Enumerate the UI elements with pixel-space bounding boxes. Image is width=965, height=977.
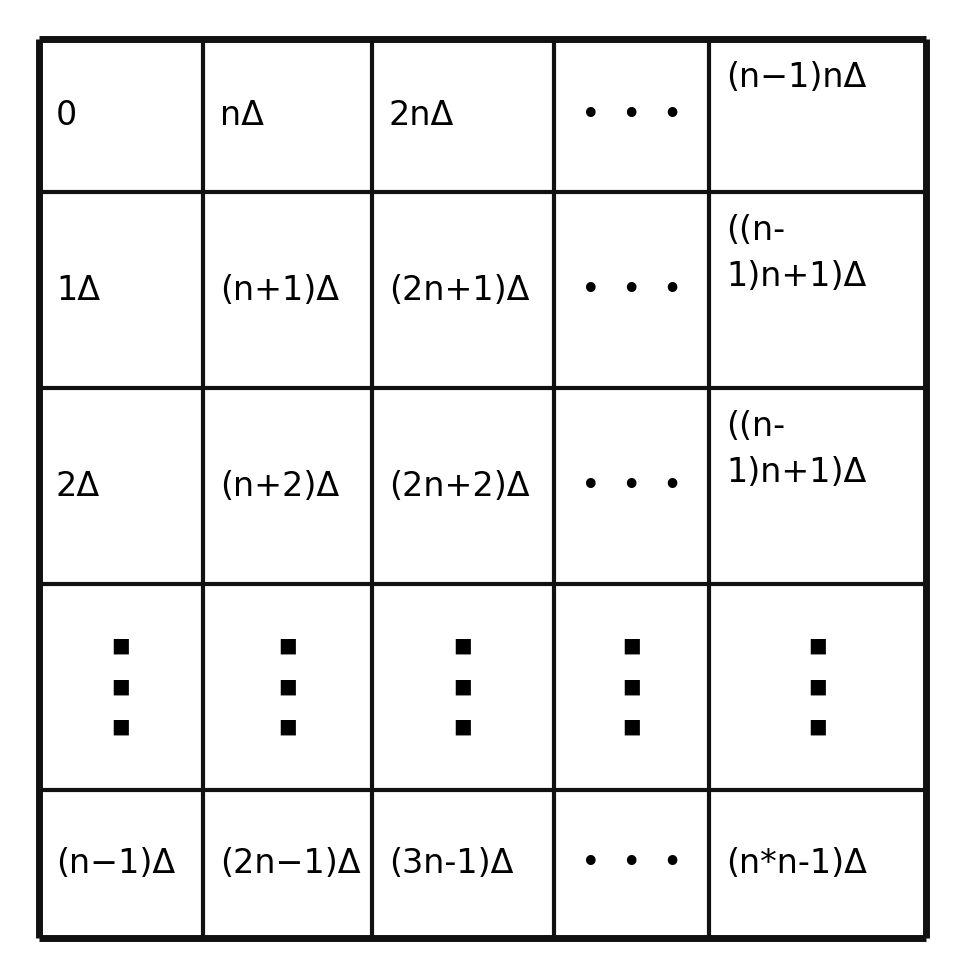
Text: ((n-
1)n+1)Δ: ((n- 1)n+1)Δ	[727, 214, 867, 292]
Text: nΔ: nΔ	[220, 99, 264, 132]
Text: •  •  •: • • •	[581, 847, 682, 880]
Text: 0: 0	[56, 99, 77, 132]
Text: •  •  •: • • •	[581, 274, 682, 307]
Text: (3n-1)Δ: (3n-1)Δ	[389, 847, 513, 880]
Text: ▪
▪
▪: ▪ ▪ ▪	[620, 632, 642, 742]
Text: (2n+2)Δ: (2n+2)Δ	[389, 470, 530, 502]
Text: ▪
▪
▪: ▪ ▪ ▪	[808, 632, 828, 742]
Text: ▪
▪
▪: ▪ ▪ ▪	[453, 632, 473, 742]
Text: ((n-
1)n+1)Δ: ((n- 1)n+1)Δ	[727, 409, 867, 488]
Text: ▪
▪
▪: ▪ ▪ ▪	[110, 632, 131, 742]
Text: (n*n-1)Δ: (n*n-1)Δ	[727, 847, 868, 880]
Text: 1Δ: 1Δ	[56, 274, 100, 307]
Text: (n−1)Δ: (n−1)Δ	[56, 847, 176, 880]
Text: •  •  •: • • •	[581, 99, 682, 132]
Text: (n+2)Δ: (n+2)Δ	[220, 470, 340, 502]
Text: 2Δ: 2Δ	[56, 470, 100, 502]
Text: ▪
▪
▪: ▪ ▪ ▪	[277, 632, 297, 742]
Text: 2nΔ: 2nΔ	[389, 99, 455, 132]
Text: •  •  •: • • •	[581, 470, 682, 502]
Text: (n−1)nΔ: (n−1)nΔ	[727, 61, 867, 94]
Text: (n+1)Δ: (n+1)Δ	[220, 274, 340, 307]
Text: (2n−1)Δ: (2n−1)Δ	[220, 847, 361, 880]
Text: (2n+1)Δ: (2n+1)Δ	[389, 274, 530, 307]
